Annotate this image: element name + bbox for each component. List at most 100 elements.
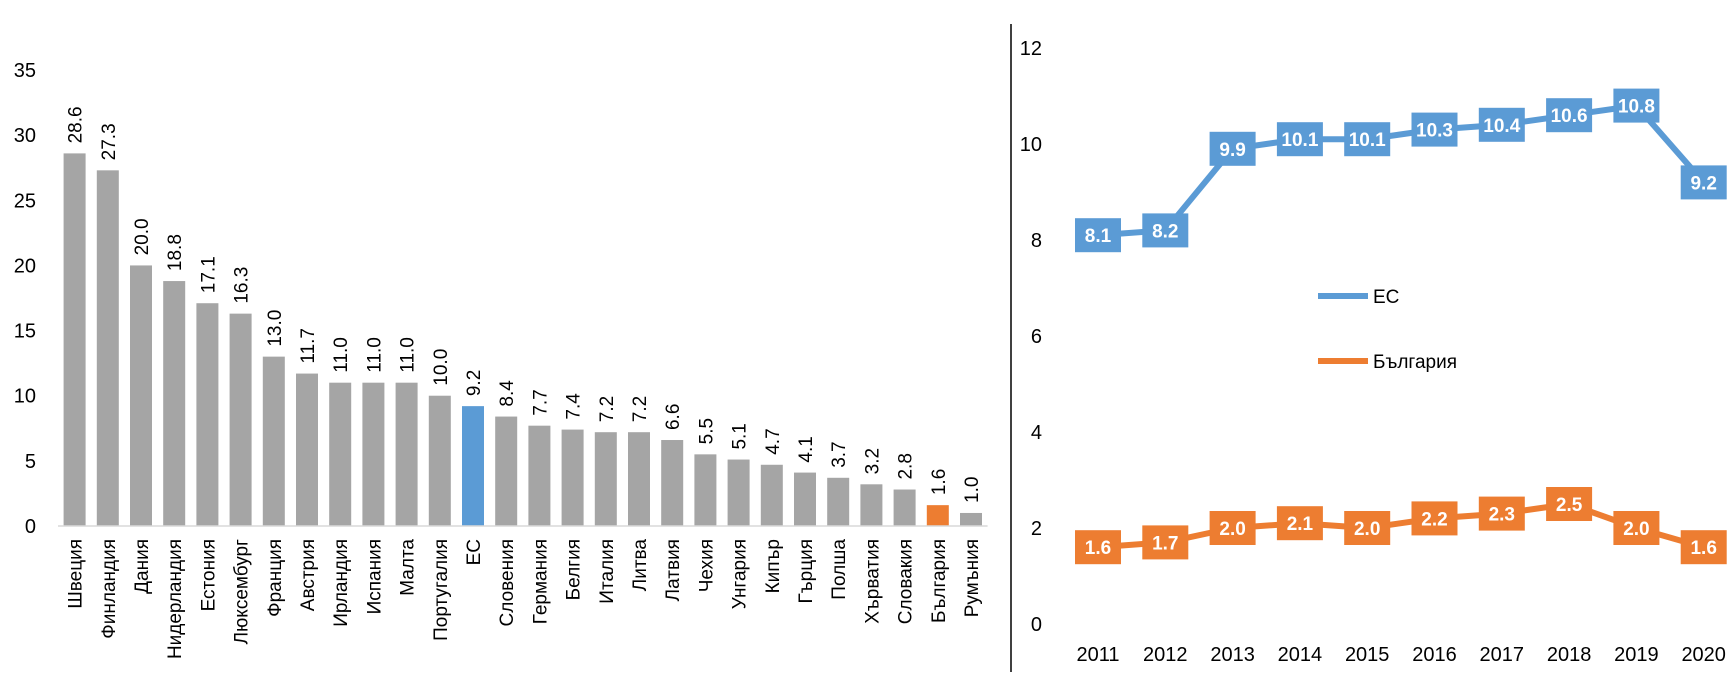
y-tick-label: 10 <box>14 386 36 408</box>
y-tick-label: 8 <box>1031 230 1042 252</box>
y-tick-label: 0 <box>25 516 36 538</box>
x-tick-label: 2020 <box>1681 644 1726 666</box>
bar-data-label: 18.8 <box>165 234 186 271</box>
data-marker <box>1209 131 1256 166</box>
bar <box>462 406 484 526</box>
bar-data-label: 27.3 <box>99 123 120 160</box>
point-data-label: 10.6 <box>1551 106 1588 127</box>
bar-data-label: 13.0 <box>265 310 286 347</box>
y-tick-label: 35 <box>14 60 36 82</box>
bar-data-label: 7.2 <box>630 396 651 422</box>
point-data-label: 2.0 <box>1219 519 1245 540</box>
y-tick-label: 25 <box>14 190 36 212</box>
point-data-label: 8.1 <box>1085 226 1112 247</box>
data-marker <box>1478 107 1525 142</box>
bar-data-label: 20.0 <box>132 218 153 255</box>
bar <box>163 281 186 526</box>
data-marker <box>1411 501 1458 536</box>
data-marker <box>1142 213 1189 248</box>
bar-data-label: 7.2 <box>597 396 618 422</box>
point-data-label: 10.8 <box>1618 97 1655 118</box>
category-label: Хърватия <box>862 539 883 624</box>
y-tick-label: 15 <box>14 321 36 343</box>
series-line <box>1097 102 1706 239</box>
data-marker <box>1142 525 1189 560</box>
bar-data-label: 6.6 <box>663 404 684 430</box>
category-label: Унгария <box>730 539 751 609</box>
category-label: Белгия <box>564 539 585 600</box>
bar <box>561 429 584 526</box>
point-data-label: 10.1 <box>1349 130 1386 151</box>
y-tick-label: 0 <box>1031 614 1042 636</box>
x-tick-label: 2014 <box>1278 644 1323 666</box>
bar-data-label: 4.1 <box>796 436 817 462</box>
category-label: България <box>929 539 950 623</box>
category-label: ЕС <box>464 539 485 565</box>
bar <box>229 313 252 526</box>
bar <box>495 416 518 526</box>
y-tick-label: 5 <box>25 451 36 473</box>
bar-data-label: 5.5 <box>696 418 717 444</box>
data-marker <box>1613 511 1660 545</box>
legend-label: ЕС <box>1373 287 1399 308</box>
category-label: Литва <box>630 539 651 592</box>
bar-data-label: 17.1 <box>198 256 219 293</box>
data-marker <box>1680 530 1727 565</box>
category-label: Ирландия <box>331 539 352 627</box>
bar <box>130 265 152 526</box>
bar-data-label: 3.7 <box>829 441 850 467</box>
legend-label: България <box>1373 352 1457 373</box>
x-tick-label: 2016 <box>1412 644 1457 666</box>
bar-data-label: 9.2 <box>464 370 485 396</box>
bar <box>628 432 650 526</box>
bar-data-label: 11.0 <box>331 337 352 373</box>
bar <box>395 382 418 526</box>
data-marker <box>1613 88 1660 123</box>
point-data-label: 10.1 <box>1281 130 1318 151</box>
bar-data-label: 8.4 <box>497 380 518 407</box>
data-marker <box>1209 511 1256 545</box>
category-label: Латвия <box>663 539 684 601</box>
y-tick-label: 2 <box>1031 518 1042 540</box>
data-marker <box>1680 165 1727 200</box>
bar <box>926 505 949 526</box>
bar <box>760 464 783 526</box>
category-label: Франция <box>265 539 286 617</box>
bar <box>794 472 816 526</box>
point-data-label: 2.0 <box>1623 519 1649 540</box>
bar <box>428 395 451 526</box>
data-marker <box>1478 496 1525 531</box>
point-data-label: 2.3 <box>1489 505 1515 526</box>
data-marker <box>1546 487 1593 521</box>
data-marker <box>1411 112 1458 147</box>
x-tick-label: 2013 <box>1210 644 1255 666</box>
x-tick-label: 2017 <box>1480 644 1525 666</box>
category-label: Словакия <box>896 539 917 624</box>
y-tick-label: 6 <box>1031 326 1042 348</box>
bar <box>329 382 352 526</box>
point-data-label: 1.7 <box>1152 533 1178 554</box>
bar-data-label: 28.6 <box>66 106 87 143</box>
bar <box>96 170 119 526</box>
bar-data-label: 7.7 <box>530 389 551 415</box>
data-marker <box>1075 218 1121 253</box>
point-data-label: 2.0 <box>1354 519 1380 540</box>
data-marker <box>1276 122 1323 157</box>
point-data-label: 2.1 <box>1287 514 1314 535</box>
bar <box>827 477 850 526</box>
point-data-label: 2.5 <box>1556 495 1583 516</box>
bar-data-label: 5.1 <box>730 423 751 449</box>
category-label: Гърция <box>796 539 817 604</box>
x-tick-label: 2018 <box>1547 644 1592 666</box>
category-label: Финландия <box>99 539 120 639</box>
y-tick-label: 12 <box>1020 38 1042 60</box>
y-tick-label: 4 <box>1031 422 1042 444</box>
bar-data-label: 1.0 <box>962 477 983 503</box>
bar <box>63 153 86 526</box>
category-label: Испания <box>364 539 385 614</box>
category-label: Швеция <box>66 539 87 609</box>
data-marker <box>1075 530 1121 565</box>
bar-data-label: 10.0 <box>431 349 452 386</box>
x-tick-label: 2012 <box>1143 644 1188 666</box>
